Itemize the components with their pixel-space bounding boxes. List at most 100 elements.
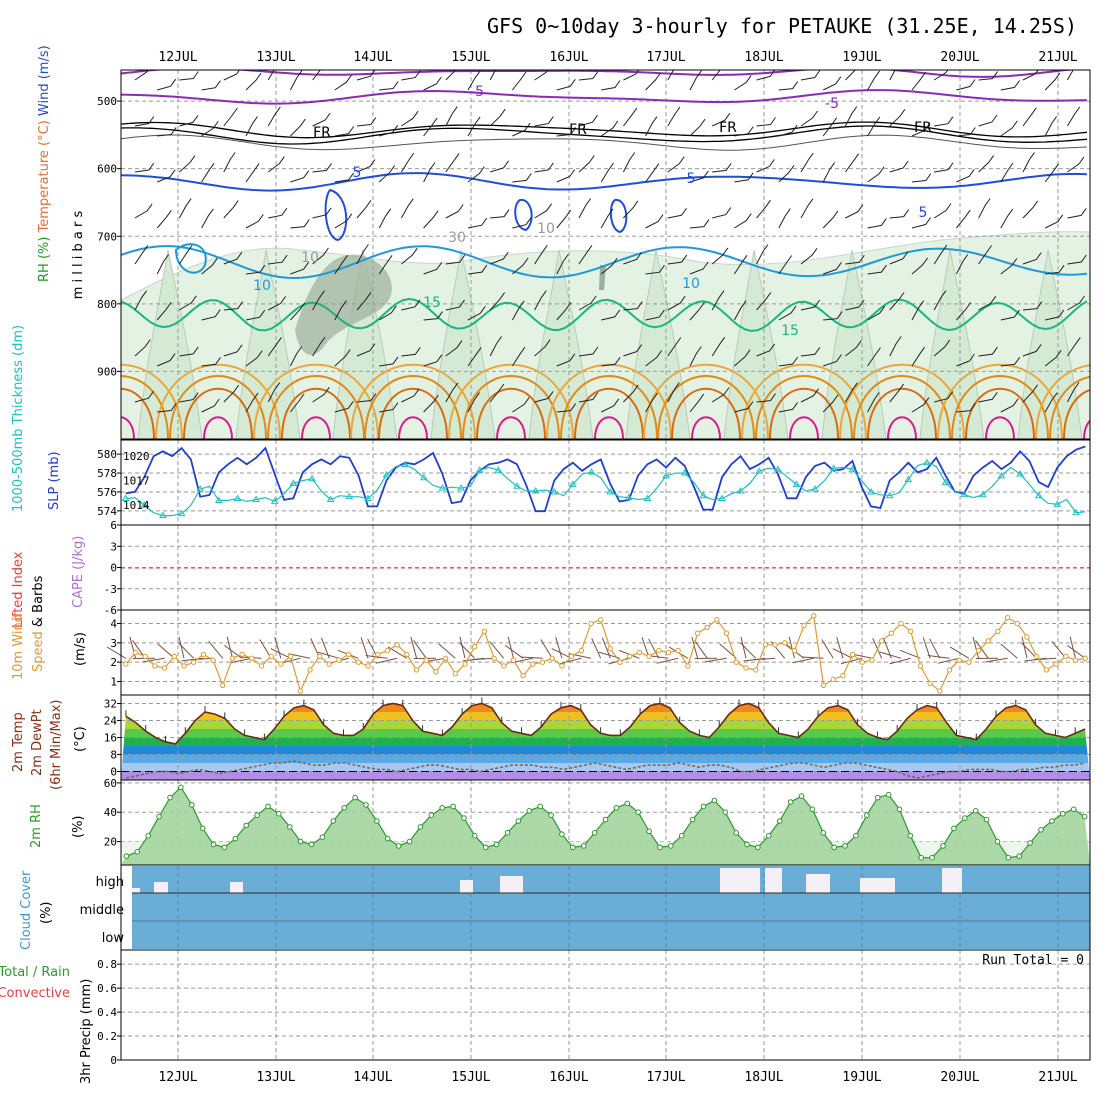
tick-label: 578 — [97, 467, 117, 480]
thickness-point — [531, 487, 540, 494]
rh2m-point — [787, 799, 794, 805]
thickness-point — [401, 460, 410, 468]
label-freezing: FR — [719, 120, 737, 136]
thickness-point — [140, 501, 149, 508]
thickness-point — [1072, 508, 1080, 516]
wind10m-barb — [208, 641, 224, 659]
wind10m-barb — [985, 657, 1008, 663]
temp-band — [121, 771, 1090, 780]
wind-barb-aloft — [223, 70, 241, 81]
tick-label: 60 — [104, 777, 117, 790]
wind-barb-aloft — [978, 114, 998, 127]
wind-barb-aloft — [156, 210, 172, 229]
wind-barb-aloft — [645, 392, 659, 413]
wind10m-barb — [975, 640, 989, 659]
rh2m-point — [591, 830, 598, 836]
wind-barb-aloft — [645, 116, 658, 137]
wind-barb-aloft — [889, 251, 909, 265]
wind-barb-aloft — [489, 383, 505, 403]
wind-barb-aloft — [689, 346, 702, 367]
wind-barb-aloft — [667, 254, 688, 265]
wind10m-speed-point — [772, 642, 778, 648]
wind10m-speed-point — [181, 663, 187, 669]
wind-barb-aloft — [356, 70, 376, 81]
wind10m-barb — [972, 636, 980, 659]
wind-barb-aloft — [534, 70, 549, 81]
minmax-label: (6hr Min/Max) — [49, 700, 64, 790]
rh2m-panel: 20 40 60 2m RH (%) — [29, 777, 1091, 866]
wind10m-barb — [106, 646, 127, 659]
contour-warm-arch — [887, 416, 917, 439]
tick-label: 16 — [104, 732, 117, 745]
thickness-slp-series — [121, 445, 1086, 519]
tick-label: 600 — [97, 163, 117, 176]
wind-barb-aloft — [623, 107, 638, 127]
wind-barb-aloft — [556, 169, 576, 183]
top-date-16JUL: 16JUL — [549, 50, 588, 65]
wind-barb-aloft — [956, 403, 976, 413]
wind-barb-aloft — [334, 255, 349, 275]
wind-barb-aloft — [334, 349, 351, 367]
wind-barb-aloft — [844, 382, 858, 403]
wind-barb-aloft — [733, 255, 748, 275]
rh2m-point — [722, 809, 729, 816]
rh2m-point — [646, 828, 652, 835]
wind-barb-aloft — [978, 198, 991, 219]
wind10m-speed-point — [840, 673, 846, 679]
wind-barb-aloft — [445, 299, 465, 311]
wind10m-barb — [177, 642, 195, 659]
wind-barb-aloft — [134, 70, 149, 81]
thickness-point — [811, 485, 820, 492]
rh2m-point — [668, 843, 674, 849]
top-date-14JUL: 14JUL — [353, 50, 392, 65]
wind-barb-aloft — [445, 340, 463, 357]
wind-barb-aloft — [156, 302, 172, 321]
upper-air-frame — [120, 69, 1091, 440]
wind-barb-aloft — [312, 70, 321, 81]
precip-frame — [120, 949, 1091, 1061]
bottom-date-19JUL: 19JUL — [842, 1070, 881, 1085]
wind-barb-aloft — [978, 295, 997, 311]
cloud-level-middle: middle — [80, 903, 124, 918]
wind10m-speed-point — [346, 651, 352, 658]
wind-barb-aloft — [268, 207, 288, 219]
contour-5-cell — [609, 199, 628, 234]
wind10m-speed-point — [442, 655, 449, 661]
wind-barb-aloft — [1089, 227, 1090, 229]
wind-barb-aloft — [534, 290, 547, 311]
rh2m-point — [1038, 827, 1044, 833]
thickness-point — [364, 494, 372, 502]
wind10m-speed-point — [142, 653, 148, 660]
wind-barb-aloft — [978, 346, 998, 357]
rh2m-point — [395, 843, 402, 849]
wind-barb-aloft — [600, 398, 620, 413]
contour-warm-arch — [1035, 364, 1090, 439]
wind10m-barb — [1034, 657, 1057, 661]
cloud-gap-bar — [860, 878, 895, 893]
wind-barb-aloft — [467, 306, 486, 321]
wind10m-speed-point — [675, 647, 681, 654]
wind10m-unit: (m/s) — [73, 632, 88, 666]
upper-air-grid — [121, 70, 1090, 439]
wind-barb-aloft — [578, 295, 597, 311]
wind-barb-aloft — [223, 200, 239, 219]
wind-barb-aloft — [667, 106, 681, 127]
tick-label: 20 — [104, 836, 117, 849]
wind-barb-aloft — [423, 162, 436, 183]
wind10m-speed-point — [161, 665, 168, 671]
wind-barb-aloft — [267, 70, 275, 81]
wind-barb-aloft — [778, 356, 799, 367]
contour-warm-arch — [462, 375, 560, 439]
contour-labels: -5 -5 FR FR FR FR 5 5 5 10 10 15 15 30 10 10 — [253, 84, 932, 339]
temp-band — [121, 703, 1090, 712]
rh2m-point — [406, 838, 413, 845]
top-date-18JUL: 18JUL — [744, 50, 783, 65]
wind10m-barb — [792, 657, 814, 664]
wind-barb-aloft — [201, 80, 221, 91]
wind10m-speed-point — [307, 667, 313, 673]
wind-barb-aloft — [622, 152, 636, 173]
rh2m-point — [896, 806, 903, 813]
wind-barb-aloft — [867, 70, 881, 91]
wind10m-speed-point — [433, 669, 439, 675]
temp2m-line — [125, 702, 1086, 745]
